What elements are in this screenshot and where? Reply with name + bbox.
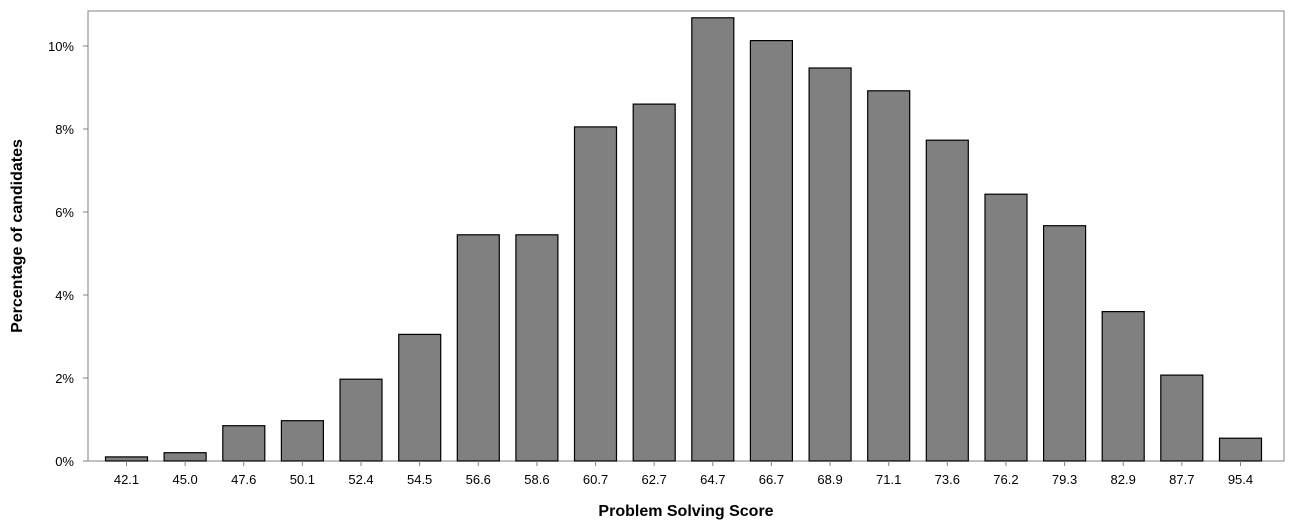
bar-66-7 xyxy=(749,39,794,462)
x-tick-label: 54.5 xyxy=(407,472,432,487)
bar-54-5 xyxy=(398,333,442,462)
plot-frame xyxy=(87,10,1285,462)
bar-47-6 xyxy=(222,425,266,462)
x-tick-label: 71.1 xyxy=(876,472,901,487)
x-tick-label: 73.6 xyxy=(935,472,960,487)
x-tick-label: 66.7 xyxy=(759,472,784,487)
x-tick-label: 76.2 xyxy=(993,472,1018,487)
x-tick-label: 79.3 xyxy=(1052,472,1077,487)
x-axis: 42.1 45.0 47.6 50.1 52.4 54.5 56.6 58.6 60.7 62.7… xyxy=(114,461,1253,487)
x-tick-label: 52.4 xyxy=(348,472,373,487)
bar-42-1 xyxy=(104,456,149,462)
x-tick-label: 82.9 xyxy=(1111,472,1136,487)
y-tick-label: 4% xyxy=(55,288,74,303)
y-tick-label: 8% xyxy=(55,122,74,137)
bar-79-3 xyxy=(1042,225,1087,462)
bars-group xyxy=(104,17,1263,462)
bar-45-0 xyxy=(163,452,207,462)
bar-60-7 xyxy=(573,126,618,462)
bar-62-7 xyxy=(632,103,676,462)
bar-52-4 xyxy=(339,378,383,462)
x-tick-label: 87.7 xyxy=(1169,472,1194,487)
bar-64-7 xyxy=(691,17,735,462)
x-tick-label: 47.6 xyxy=(231,472,256,487)
x-tick-label: 50.1 xyxy=(290,472,315,487)
bar-82-9 xyxy=(1101,311,1145,462)
x-tick-label: 64.7 xyxy=(700,472,725,487)
x-tick-label: 62.7 xyxy=(642,472,667,487)
bar-68-9 xyxy=(808,67,852,462)
x-tick-label: 68.9 xyxy=(817,472,842,487)
y-tick-label: 6% xyxy=(55,205,74,220)
y-tick-label: 2% xyxy=(55,371,74,386)
bar-73-6 xyxy=(925,139,969,462)
bar-71-1 xyxy=(867,90,911,462)
x-tick-label: 58.6 xyxy=(524,472,549,487)
y-axis: 0% 2% 4% 6% 8% 10% xyxy=(48,39,88,469)
bar-50-1 xyxy=(280,420,324,462)
bar-76-2 xyxy=(984,193,1028,462)
x-tick-label: 56.6 xyxy=(466,472,491,487)
y-axis-title: Percentage of candidates xyxy=(9,139,26,333)
y-tick-label: 0% xyxy=(55,454,74,469)
x-axis-title: Problem Solving Score xyxy=(598,503,773,520)
bar-58-6 xyxy=(515,234,559,462)
y-tick-label: 10% xyxy=(48,39,74,54)
bar-95-4 xyxy=(1218,437,1263,462)
bar-56-6 xyxy=(456,234,500,462)
x-tick-label: 60.7 xyxy=(583,472,608,487)
x-tick-label: 42.1 xyxy=(114,472,139,487)
x-tick-label: 45.0 xyxy=(172,472,197,487)
bar-87-7 xyxy=(1160,374,1204,462)
x-tick-label: 95.4 xyxy=(1228,472,1253,487)
